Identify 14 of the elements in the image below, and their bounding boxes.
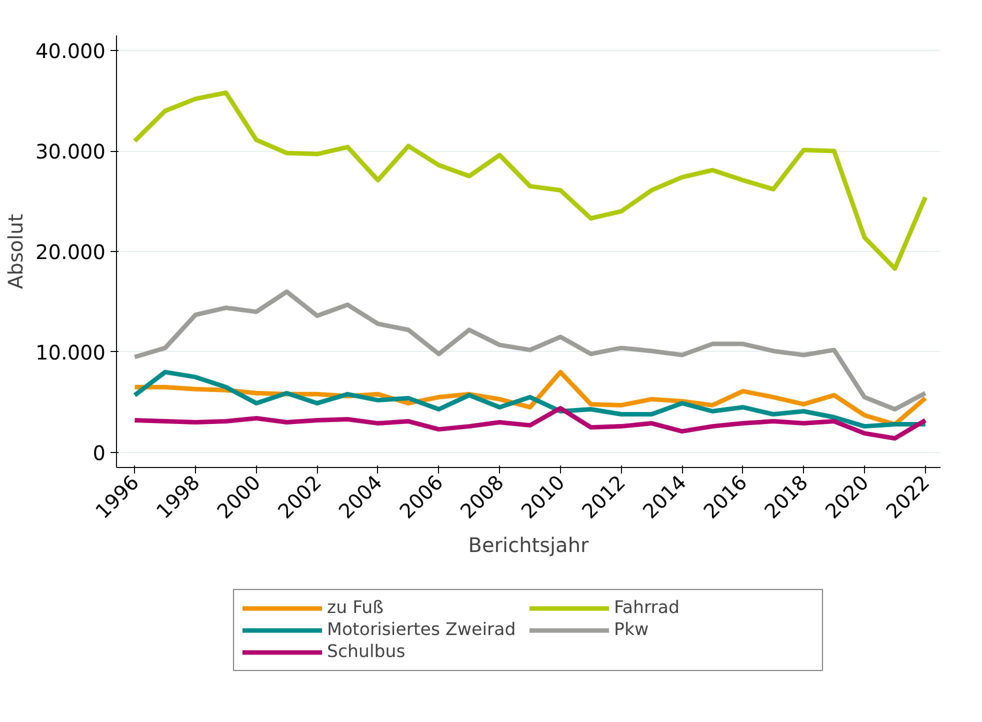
legend-label: zu Fuß	[327, 598, 385, 618]
y-tick-label: 40.000	[36, 39, 106, 64]
line-series	[132, 289, 928, 412]
legend-label: Schulbus	[327, 642, 406, 662]
y-tick-label: 20.000	[36, 240, 106, 264]
line-series	[132, 90, 928, 271]
x-axis-title: Berichtsjahr	[468, 533, 590, 558]
y-axis-title: Absolut	[4, 214, 28, 290]
legend-label: Pkw	[614, 620, 650, 640]
y-tick-label: 0	[92, 440, 106, 465]
legend-label: Motorisiertes Zweirad	[327, 620, 517, 640]
legend-label: Fahrrad	[614, 598, 681, 618]
y-tick-label: 30.000	[36, 140, 106, 164]
y-tick-label: 10.000	[36, 340, 106, 364]
